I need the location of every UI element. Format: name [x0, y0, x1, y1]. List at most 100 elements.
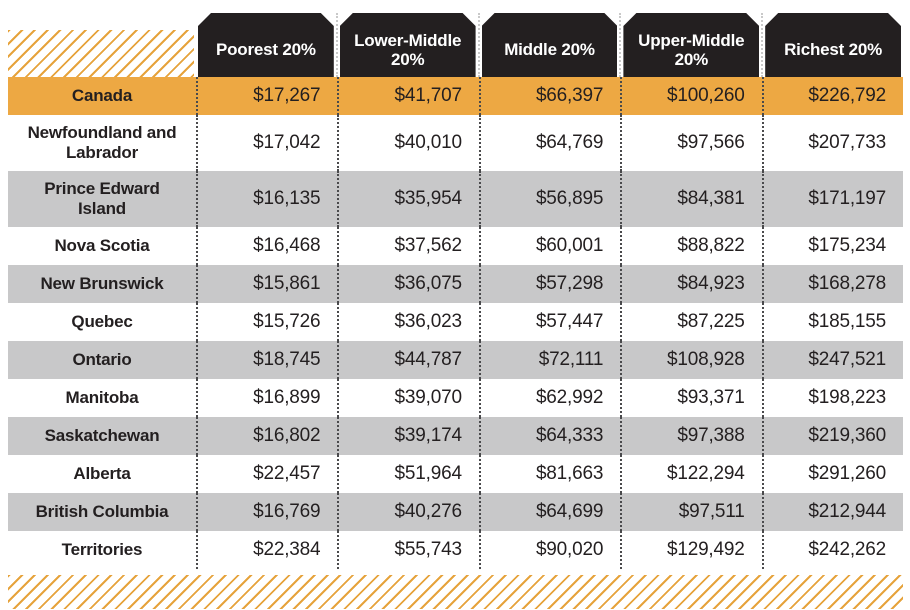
value-cell: $168,278 — [761, 265, 903, 303]
table-row: Canada $17,267 $41,707 $66,397 $100,260 … — [8, 77, 903, 115]
table-row: Nova Scotia $16,468 $37,562 $60,001 $88,… — [8, 227, 903, 265]
value-cell: $40,276 — [337, 493, 478, 531]
value-cell: $185,155 — [761, 303, 903, 341]
value-cell: $15,861 — [196, 265, 337, 303]
value-cell: $22,457 — [196, 455, 337, 493]
value-cell: $291,260 — [761, 455, 903, 493]
table-row: New Brunswick $15,861 $36,075 $57,298 $8… — [8, 265, 903, 303]
value-cell: $247,521 — [761, 341, 903, 379]
row-label: Canada — [71, 85, 133, 105]
value-cell: $242,262 — [761, 531, 903, 569]
table-row: Saskatchewan $16,802 $39,174 $64,333 $97… — [8, 417, 903, 455]
column-header-cell: Poorest 20% — [196, 13, 336, 77]
value-cell: $100,260 — [620, 77, 761, 115]
value-cell: $16,802 — [196, 417, 337, 455]
row-label: Alberta — [73, 463, 131, 483]
value-cell: $212,944 — [761, 493, 903, 531]
value-cell: $60,001 — [478, 227, 620, 265]
table-row: British Columbia $16,769 $40,276 $64,699… — [8, 493, 903, 531]
value-cell: $219,360 — [761, 417, 903, 455]
value-cell: $56,895 — [478, 171, 620, 227]
value-cell: $18,745 — [196, 341, 337, 379]
value-cell: $41,707 — [337, 77, 478, 115]
table-row: Territories $22,384 $55,743 $90,020 $129… — [8, 531, 903, 569]
table-row: Newfoundland and Labrador $17,042 $40,01… — [8, 115, 903, 171]
row-label: Prince Edward Island — [44, 178, 160, 218]
value-cell: $36,075 — [337, 265, 478, 303]
value-cell: $15,726 — [196, 303, 337, 341]
value-cell: $88,822 — [620, 227, 761, 265]
value-cell: $64,769 — [478, 115, 620, 171]
value-cell: $97,388 — [620, 417, 761, 455]
value-cell: $64,699 — [478, 493, 620, 531]
row-label: New Brunswick — [40, 273, 164, 293]
column-header-label: Lower-Middle 20% — [340, 13, 476, 77]
value-cell: $36,023 — [337, 303, 478, 341]
value-cell: $44,787 — [337, 341, 478, 379]
value-cell: $81,663 — [478, 455, 620, 493]
bottom-hatch-pattern — [8, 575, 903, 609]
value-cell: $37,562 — [337, 227, 478, 265]
column-header-label: Poorest 20% — [198, 13, 334, 77]
value-cell: $129,492 — [620, 531, 761, 569]
column-header-cell: Lower-Middle 20% — [335, 13, 478, 77]
header-row: Poorest 20% Lower-Middle 20% Middle 20% … — [8, 13, 903, 77]
value-cell: $51,964 — [337, 455, 478, 493]
value-cell: $87,225 — [620, 303, 761, 341]
value-cell: $17,042 — [196, 115, 337, 171]
value-cell: $207,733 — [761, 115, 903, 171]
top-left-hatch-pattern — [8, 30, 194, 77]
column-header-label: Upper-Middle 20% — [623, 13, 759, 77]
value-cell: $90,020 — [478, 531, 620, 569]
value-cell: $22,384 — [196, 531, 337, 569]
column-header-cell: Middle 20% — [477, 13, 620, 77]
value-cell: $57,298 — [478, 265, 620, 303]
value-cell: $122,294 — [620, 455, 761, 493]
row-label: Quebec — [71, 311, 133, 331]
value-cell: $40,010 — [337, 115, 478, 171]
value-cell: $171,197 — [761, 171, 903, 227]
row-label: Ontario — [72, 349, 132, 369]
row-label: Nova Scotia — [54, 235, 150, 255]
income-quintile-table: Poorest 20% Lower-Middle 20% Middle 20% … — [8, 13, 903, 569]
value-cell: $39,174 — [337, 417, 478, 455]
column-header-label: Richest 20% — [765, 13, 901, 77]
row-label: British Columbia — [35, 501, 169, 521]
column-header-label: Middle 20% — [482, 13, 618, 77]
table-row: Quebec $15,726 $36,023 $57,447 $87,225 $… — [8, 303, 903, 341]
table-row: Ontario $18,745 $44,787 $72,111 $108,928… — [8, 341, 903, 379]
row-label: Manitoba — [65, 387, 139, 407]
value-cell: $64,333 — [478, 417, 620, 455]
value-cell: $16,899 — [196, 379, 337, 417]
value-cell: $175,234 — [761, 227, 903, 265]
table-row: Prince Edward Island $16,135 $35,954 $56… — [8, 171, 903, 227]
row-label: Territories — [61, 539, 143, 559]
value-cell: $66,397 — [478, 77, 620, 115]
value-cell: $72,111 — [478, 341, 620, 379]
value-cell: $97,511 — [620, 493, 761, 531]
value-cell: $16,769 — [196, 493, 337, 531]
table-row: Manitoba $16,899 $39,070 $62,992 $93,371… — [8, 379, 903, 417]
column-header-cell: Upper-Middle 20% — [619, 13, 761, 77]
value-cell: $226,792 — [761, 77, 903, 115]
value-cell: $57,447 — [478, 303, 620, 341]
value-cell: $93,371 — [620, 379, 761, 417]
value-cell: $17,267 — [196, 77, 337, 115]
value-cell: $16,468 — [196, 227, 337, 265]
value-cell: $35,954 — [337, 171, 478, 227]
value-cell: $55,743 — [337, 531, 478, 569]
value-cell: $84,923 — [620, 265, 761, 303]
row-label: Saskatchewan — [44, 425, 160, 445]
value-cell: $84,381 — [620, 171, 761, 227]
value-cell: $108,928 — [620, 341, 761, 379]
corner-cell — [8, 13, 196, 77]
value-cell: $16,135 — [196, 171, 337, 227]
value-cell: $97,566 — [620, 115, 761, 171]
row-label: Newfoundland and Labrador — [27, 122, 177, 162]
column-header-cell: Richest 20% — [761, 13, 903, 77]
value-cell: $198,223 — [761, 379, 903, 417]
table-row: Alberta $22,457 $51,964 $81,663 $122,294… — [8, 455, 903, 493]
value-cell: $39,070 — [337, 379, 478, 417]
value-cell: $62,992 — [478, 379, 620, 417]
